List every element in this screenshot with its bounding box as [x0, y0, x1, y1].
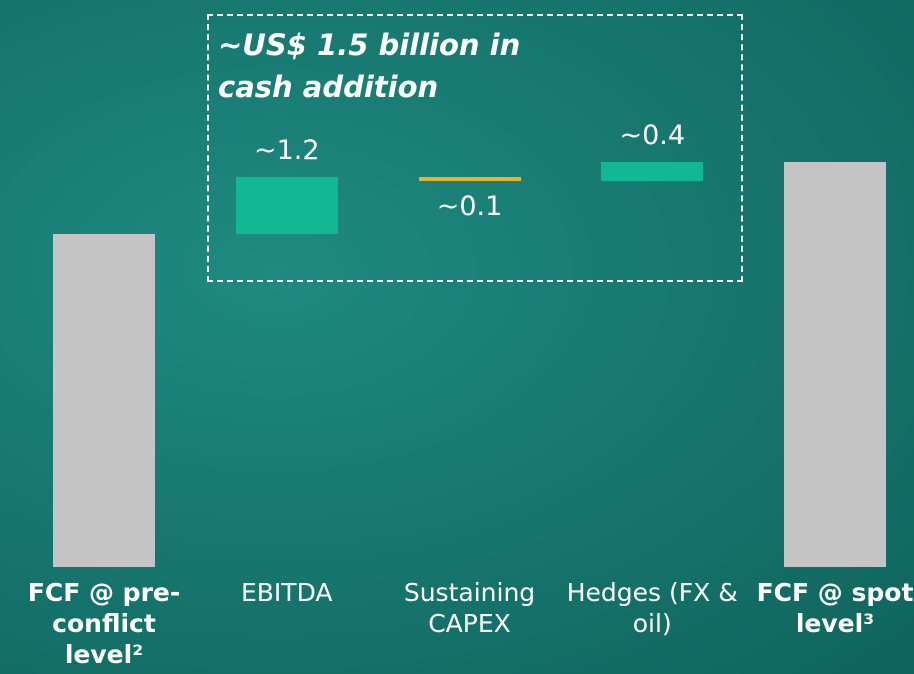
value-label: ~1.2	[253, 134, 320, 166]
annotation: ~US$ 1.5 billion in cash addition	[218, 28, 521, 104]
value-label: ~0.1	[436, 191, 503, 223]
bar	[784, 162, 886, 567]
bar	[235, 176, 338, 235]
category-label: EBITDA	[240, 578, 333, 607]
category-label: FCF @ spot level³	[756, 578, 914, 638]
category-label: FCF @ pre-conflict level²	[27, 578, 181, 669]
bar	[418, 176, 521, 182]
bar	[601, 162, 704, 182]
bar	[53, 234, 155, 567]
annotation-box	[207, 14, 743, 282]
category-label: Sustaining CAPEX	[403, 578, 536, 638]
value-label: ~0.4	[619, 120, 686, 152]
category-label: Hedges (FX & oil)	[566, 578, 738, 638]
